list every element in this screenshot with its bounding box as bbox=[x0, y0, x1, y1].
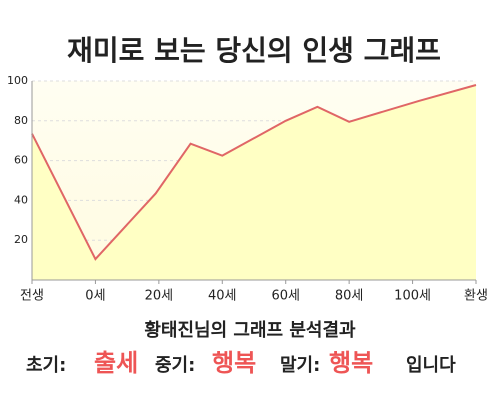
y-tick-label: 40 bbox=[14, 193, 28, 206]
early-value: 출세 bbox=[94, 349, 138, 377]
middle-label: 중기: bbox=[155, 355, 195, 376]
x-tick-label: 전생 bbox=[20, 289, 44, 304]
y-tick-label: 20 bbox=[14, 233, 28, 246]
x-tick-label: 환생 bbox=[464, 289, 488, 304]
x-tick-label: 0세 bbox=[85, 289, 105, 304]
late-value: 행복 bbox=[329, 349, 373, 377]
line bbox=[31, 84, 477, 261]
late-label: 말기: bbox=[280, 355, 320, 376]
ending: 입니다 bbox=[406, 354, 456, 376]
y-tick-label: 60 bbox=[14, 154, 28, 167]
x-tick-label: 20세 bbox=[145, 289, 174, 304]
early-label: 초기: bbox=[26, 355, 66, 376]
middle-value: 행복 bbox=[212, 349, 256, 377]
x-tick-label: 40세 bbox=[208, 289, 237, 304]
x-tick-label: 100세 bbox=[394, 289, 431, 304]
y-tick-label: 100 bbox=[7, 74, 28, 87]
chart-title: 재미로 보는 당신의 인생 그래프 bbox=[67, 34, 441, 67]
y-tick-label: 80 bbox=[14, 114, 28, 127]
area bbox=[32, 84, 476, 280]
result-heading: 황태진님의 그래프 분석결과 bbox=[144, 320, 356, 341]
x-tick-label: 60세 bbox=[271, 289, 300, 304]
x-tick-label: 80세 bbox=[335, 289, 364, 304]
